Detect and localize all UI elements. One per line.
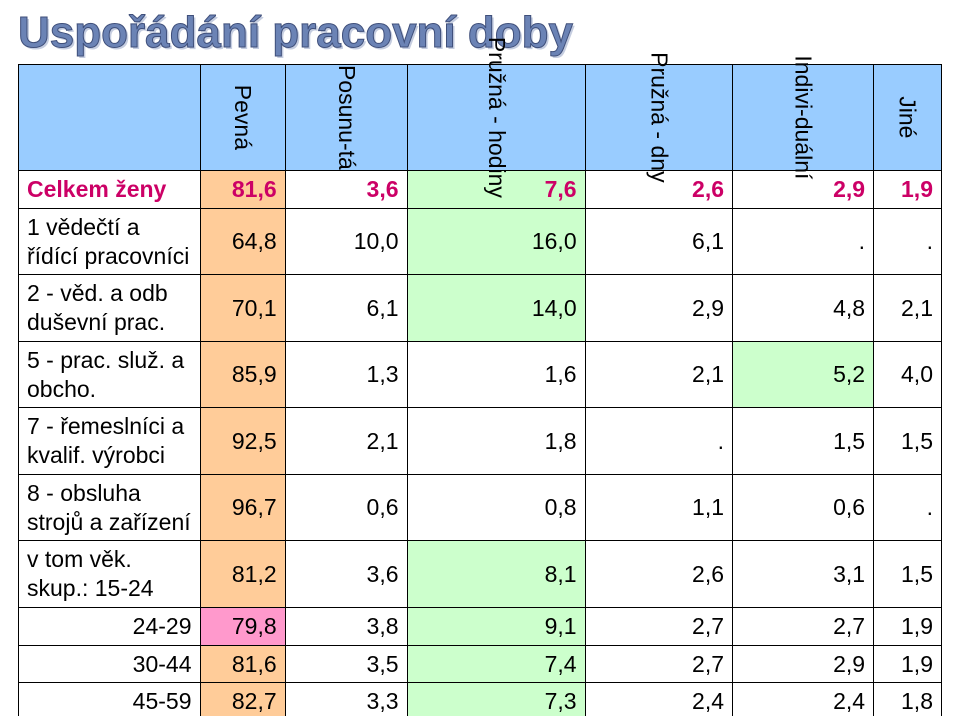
cell: 81,6 [200, 171, 285, 209]
cell: 3,3 [285, 683, 407, 716]
cell: 1,5 [733, 408, 874, 475]
cell: . [733, 208, 874, 275]
cell: 2,9 [733, 645, 874, 683]
table-header-row: Pevná Posunu-tá Pružná - hodiny Pružná -… [19, 65, 942, 171]
cell: 8,1 [407, 541, 585, 608]
cell: 81,2 [200, 541, 285, 608]
cell: 5,2 [733, 341, 874, 408]
table-row: 24-2979,83,89,12,72,71,9 [19, 607, 942, 645]
cell: 2,7 [585, 645, 732, 683]
table-row: v tom věk. skup.: 15-2481,23,68,12,63,11… [19, 541, 942, 608]
cell: 7,3 [407, 683, 585, 716]
cell: 2,4 [733, 683, 874, 716]
cell: 16,0 [407, 208, 585, 275]
row-label: 1 vědečtí a řídící pracovníci [19, 208, 201, 275]
cell: 1,8 [407, 408, 585, 475]
cell: 0,8 [407, 474, 585, 541]
cell: 14,0 [407, 275, 585, 342]
cell: 4,8 [733, 275, 874, 342]
data-table: Pevná Posunu-tá Pružná - hodiny Pružná -… [18, 64, 942, 716]
cell: 70,1 [200, 275, 285, 342]
cell: 2,9 [585, 275, 732, 342]
cell: 10,0 [285, 208, 407, 275]
cell: 3,6 [285, 541, 407, 608]
page-title: Uspořádání pracovní doby [18, 8, 942, 58]
col-header: Pevná [200, 65, 285, 171]
cell: 2,7 [585, 607, 732, 645]
cell: . [874, 474, 942, 541]
row-label: 45-59 [19, 683, 201, 716]
col-header: Jiné [874, 65, 942, 171]
col-header: Pružná - hodiny [407, 65, 585, 171]
cell: 9,1 [407, 607, 585, 645]
cell: 2,1 [285, 408, 407, 475]
cell: 3,5 [285, 645, 407, 683]
row-label: Celkem ženy [19, 171, 201, 209]
cell: 85,9 [200, 341, 285, 408]
cell: 2,4 [585, 683, 732, 716]
cell: 0,6 [285, 474, 407, 541]
cell: 3,6 [285, 171, 407, 209]
cell: 1,9 [874, 171, 942, 209]
cell: 7,4 [407, 645, 585, 683]
cell: 2,6 [585, 541, 732, 608]
table-row: 7 - řemeslníci a kvalif. výrobci92,52,11… [19, 408, 942, 475]
row-label: 8 - obsluha strojů a zařízení [19, 474, 201, 541]
cell: 2,1 [585, 341, 732, 408]
cell: 96,7 [200, 474, 285, 541]
cell: 1,8 [874, 683, 942, 716]
row-label: 7 - řemeslníci a kvalif. výrobci [19, 408, 201, 475]
cell: . [874, 208, 942, 275]
cell: 1,5 [874, 541, 942, 608]
cell: 6,1 [285, 275, 407, 342]
cell: 81,6 [200, 645, 285, 683]
cell: 1,9 [874, 607, 942, 645]
cell: 4,0 [874, 341, 942, 408]
row-label: 2 - věd. a odb duševní prac. [19, 275, 201, 342]
table-row: 30-4481,63,57,42,72,91,9 [19, 645, 942, 683]
cell: 1,6 [407, 341, 585, 408]
table-row: 45-5982,73,37,32,42,41,8 [19, 683, 942, 716]
cell: 1,3 [285, 341, 407, 408]
cell: 64,8 [200, 208, 285, 275]
row-label: 5 - prac. služ. a obcho. [19, 341, 201, 408]
row-label: 24-29 [19, 607, 201, 645]
col-header: Indivi-duální [733, 65, 874, 171]
cell: 2,1 [874, 275, 942, 342]
header-blank [19, 65, 201, 171]
cell: 92,5 [200, 408, 285, 475]
table-row: 2 - věd. a odb duševní prac.70,16,114,02… [19, 275, 942, 342]
col-header: Pružná - dny [585, 65, 732, 171]
row-label: v tom věk. skup.: 15-24 [19, 541, 201, 608]
cell: 3,1 [733, 541, 874, 608]
col-header: Posunu-tá [285, 65, 407, 171]
cell: 1,5 [874, 408, 942, 475]
cell: . [585, 408, 732, 475]
cell: 79,8 [200, 607, 285, 645]
table-row: 5 - prac. služ. a obcho.85,91,31,62,15,2… [19, 341, 942, 408]
cell: 1,1 [585, 474, 732, 541]
table-row: 1 vědečtí a řídící pracovníci64,810,016,… [19, 208, 942, 275]
cell: 3,8 [285, 607, 407, 645]
cell: 6,1 [585, 208, 732, 275]
row-label: 30-44 [19, 645, 201, 683]
cell: 1,9 [874, 645, 942, 683]
cell: 0,6 [733, 474, 874, 541]
table-row: 8 - obsluha strojů a zařízení96,70,60,81… [19, 474, 942, 541]
cell: 2,7 [733, 607, 874, 645]
cell: 82,7 [200, 683, 285, 716]
